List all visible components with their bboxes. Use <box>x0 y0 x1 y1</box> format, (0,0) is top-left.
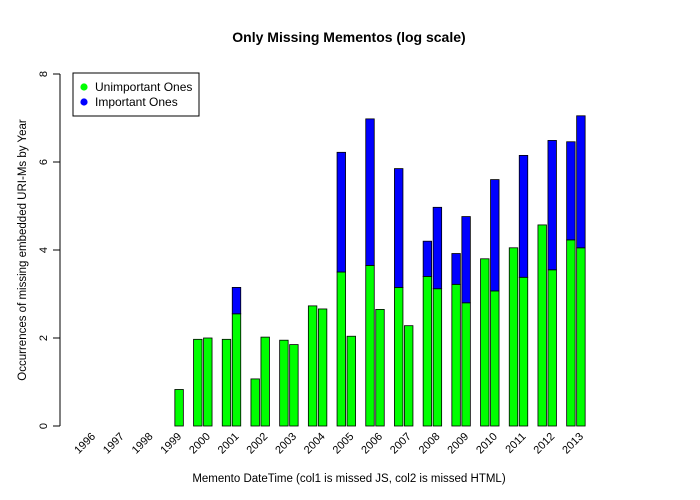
bar-1999-col2-unimportant <box>174 389 184 427</box>
legend: Unimportant Ones Important Ones <box>72 72 200 117</box>
y-tick-label: 6 <box>38 159 50 165</box>
bar-2000-col2-unimportant <box>203 337 213 427</box>
bar-2010-col2-important <box>490 179 500 292</box>
x-tick-label: 2003 <box>273 431 299 457</box>
bars <box>174 115 586 427</box>
bar-2001-col1-unimportant <box>221 338 232 427</box>
x-tick-label: 2005 <box>331 431 357 457</box>
bar-2004-col1-unimportant <box>307 305 318 427</box>
bar-2008-col2-important <box>432 206 443 290</box>
bar-2005-col1-unimportant <box>336 271 346 427</box>
y-tick-label: 0 <box>38 423 50 429</box>
bar-2010-col1-unimportant <box>480 258 490 427</box>
bar-2008-col1-important <box>422 240 433 277</box>
bar-2007-col2-unimportant <box>404 325 414 427</box>
x-tick-label: 2013 <box>560 431 586 457</box>
bar-2012-col1-unimportant <box>537 224 547 427</box>
bar-2006-col1-important <box>365 118 375 266</box>
bar-2013-col2-important <box>576 115 586 249</box>
bar-2010-col2-unimportant <box>490 290 500 427</box>
bar-2012-col2-unimportant <box>547 269 557 427</box>
x-tick-label: 1997 <box>101 431 127 457</box>
y-tick-label: 2 <box>38 335 50 341</box>
x-tick-label: 2009 <box>445 431 471 457</box>
legend-box <box>72 72 200 117</box>
bar-2007-col1-unimportant <box>394 286 404 427</box>
bar-2006-col2-unimportant <box>375 308 385 427</box>
bar-2005-col2-unimportant <box>346 335 356 427</box>
bar-2011-col2-unimportant <box>518 276 529 427</box>
bar-2001-col2-important <box>231 286 242 315</box>
bar-2012-col2-important <box>547 140 557 271</box>
bar-2011-col1-unimportant <box>508 247 519 427</box>
bar-2007-col1-important <box>394 168 404 288</box>
bar-2002-col1-unimportant <box>250 378 260 427</box>
legend-label-unimportant: Unimportant Ones <box>95 80 192 94</box>
legend-label-important: Important Ones <box>95 95 178 109</box>
y-axis-ticks: 0 2 4 6 8 <box>38 71 60 429</box>
y-axis-label: Occurrences of missing embedded URI-Ms b… <box>17 119 29 381</box>
bar-2003-col2-unimportant <box>289 344 299 427</box>
bar-2009-col1-unimportant <box>451 283 461 427</box>
x-tick-label: 2008 <box>417 431 443 457</box>
y-tick-label: 4 <box>38 247 50 253</box>
bar-2009-col1-important <box>451 253 461 285</box>
bar-2001-col2-unimportant <box>231 313 242 427</box>
x-tick-label: 2011 <box>503 431 528 456</box>
bar-2008-col1-unimportant <box>422 275 433 427</box>
x-tick-label: 2000 <box>187 431 213 457</box>
bar-2003-col1-unimportant <box>279 339 289 427</box>
x-tick-label: 1998 <box>130 431 156 457</box>
x-axis-tick-labels: 1996 1997 1998 1999 2000 2001 2002 2003 2004 2005… <box>72 431 586 457</box>
x-tick-label: 2010 <box>474 431 500 457</box>
x-tick-label: 2004 <box>302 431 328 457</box>
bar-2006-col1-unimportant <box>365 264 375 427</box>
bar-2004-col2-unimportant <box>317 308 328 427</box>
x-tick-label: 2002 <box>245 431 271 457</box>
bar-2013-col1-unimportant <box>566 239 576 427</box>
legend-marker-important <box>80 98 88 106</box>
bar-2000-col1-unimportant <box>193 338 203 427</box>
x-tick-label: 2001 <box>216 431 242 457</box>
bar-2013-col2-unimportant <box>576 247 586 427</box>
legend-marker-unimportant <box>80 83 88 91</box>
bar-2009-col2-important <box>461 216 471 304</box>
bar-2002-col2-unimportant <box>260 336 270 427</box>
chart-title: Only Missing Mementos (log scale) <box>232 29 465 45</box>
bar-2009-col2-unimportant <box>461 302 471 427</box>
x-tick-label: 1996 <box>72 431 98 457</box>
bar-2013-col1-important <box>566 141 576 241</box>
x-tick-label: 2007 <box>388 431 414 457</box>
y-tick-label: 8 <box>38 71 50 77</box>
bar-2008-col2-unimportant <box>432 288 443 427</box>
x-tick-label: 1999 <box>158 431 184 457</box>
x-axis-label: Memento DateTime (col1 is missed JS, col… <box>192 473 506 485</box>
x-tick-label: 2012 <box>532 431 558 457</box>
bar-2005-col1-important <box>336 151 346 273</box>
bar-2011-col2-important <box>518 154 529 278</box>
x-tick-label: 2006 <box>359 431 385 457</box>
